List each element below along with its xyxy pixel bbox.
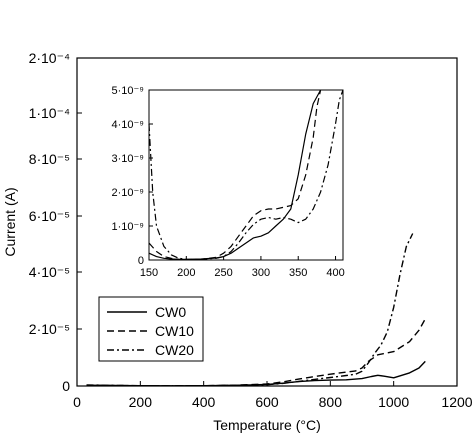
inset-x-tick-label: 250: [214, 267, 232, 279]
main-y-tick-label: 6·10⁻⁵: [29, 208, 70, 224]
main-x-tick-label: 1000: [378, 394, 409, 410]
legend-label-cw10: CW10: [155, 323, 194, 339]
main-x-tick-label: 1200: [441, 394, 472, 410]
main-y-axis: 0 2·10⁻⁵ 4·10⁻⁵ 6·10⁻⁵ 8·10⁻⁵ 1·10⁻⁴ 2·10⁻⁴: [29, 50, 82, 394]
legend: CW0 CW10 CW20: [98, 296, 204, 362]
legend-label-cw0: CW0: [155, 304, 186, 320]
inset-plot: 150 200 250 300 350 400 0 1·10⁻⁹ 2·10⁻⁹ 3·10⁻⁹ 4·…: [111, 85, 344, 279]
legend-label-cw20: CW20: [155, 342, 194, 358]
main-y-tick-label: 1·10⁻⁴: [29, 105, 70, 121]
main-y-tick-label: 2·10⁻⁵: [29, 321, 70, 337]
inset-x-tick-label: 400: [326, 267, 344, 279]
main-series-cw0: [86, 360, 426, 387]
inset-y-tick-label: 1·10⁻⁹: [111, 221, 144, 233]
inset-x-axis: 150 200 250 300 350 400: [140, 256, 345, 279]
inset-y-axis: 0 1·10⁻⁹ 2·10⁻⁹ 3·10⁻⁹ 4·10⁻⁹ 5·10⁻⁹: [111, 85, 153, 267]
inset-x-tick-label: 300: [252, 267, 270, 279]
x-axis-label: Temperature (°C): [213, 417, 321, 433]
inset-plot-frame: [148, 89, 344, 261]
main-x-axis: 0 200 400 600 800 1000 1200: [73, 381, 473, 410]
inset-x-tick-label: 200: [177, 267, 195, 279]
inset-y-tick-label: 5·10⁻⁹: [111, 85, 144, 97]
inset-y-tick-label: 2·10⁻⁹: [111, 187, 144, 199]
inset-series-cw0: [148, 89, 322, 260]
main-x-tick-label: 400: [192, 394, 216, 410]
main-plot: 0 200 400 600 800 1000 1200 0 2·10⁻⁵ 4·10⁻⁵ 6·10⁻…: [2, 50, 473, 433]
main-y-tick-label: 2·10⁻⁴: [29, 50, 70, 66]
y-axis-label: Current (A): [2, 187, 18, 256]
legend-box: [98, 296, 204, 362]
main-series: [86, 233, 426, 387]
main-series-cw20: [86, 233, 414, 387]
inset-y-tick-label: 4·10⁻⁹: [111, 119, 144, 131]
inset-series-cw10: [148, 89, 322, 261]
main-y-tick-label: 8·10⁻⁵: [29, 151, 70, 167]
inset-y-tick-label: 3·10⁻⁹: [111, 153, 144, 165]
inset-y-tick-label: 0: [138, 255, 144, 267]
main-x-tick-label: 600: [255, 394, 279, 410]
main-x-tick-label: 200: [129, 394, 153, 410]
inset-series: [148, 89, 344, 261]
inset-x-tick-label: 150: [140, 267, 158, 279]
main-x-tick-label: 0: [73, 394, 81, 410]
main-x-tick-label: 800: [319, 394, 343, 410]
main-y-tick-label: 0: [62, 378, 70, 394]
inset-series-cw20: [148, 89, 344, 260]
inset-x-tick-label: 350: [289, 267, 307, 279]
main-y-tick-label: 4·10⁻⁵: [29, 264, 70, 280]
